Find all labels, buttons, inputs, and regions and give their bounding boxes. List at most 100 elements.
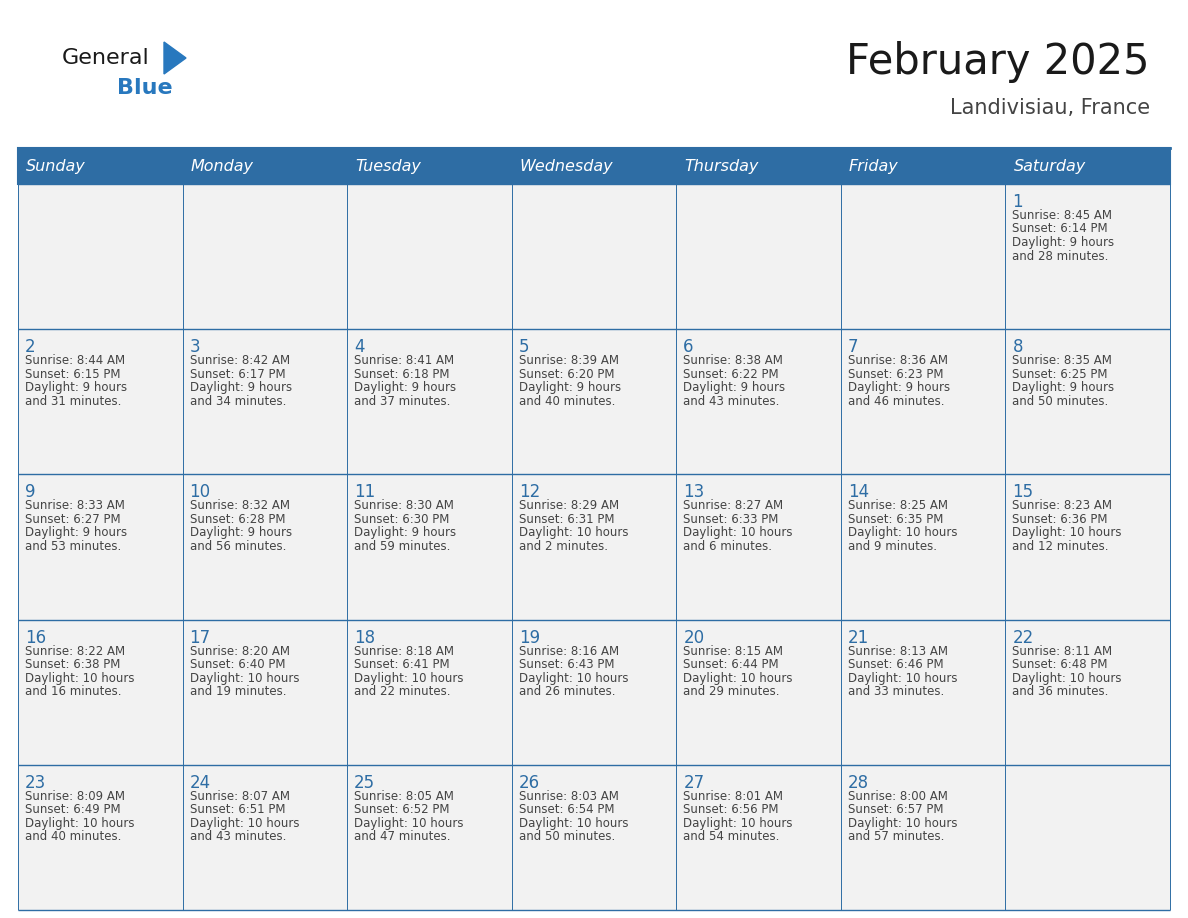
- Bar: [183, 184, 347, 330]
- Text: Thursday: Thursday: [684, 159, 759, 174]
- Text: 22: 22: [1012, 629, 1034, 646]
- Text: 6: 6: [683, 338, 694, 356]
- Text: 11: 11: [354, 484, 375, 501]
- Text: Sunrise: 8:30 AM: Sunrise: 8:30 AM: [354, 499, 454, 512]
- Text: Daylight: 10 hours: Daylight: 10 hours: [519, 526, 628, 540]
- Text: Sunrise: 8:15 AM: Sunrise: 8:15 AM: [683, 644, 783, 657]
- Text: Sunset: 6:20 PM: Sunset: 6:20 PM: [519, 368, 614, 381]
- Text: and 34 minutes.: and 34 minutes.: [190, 395, 286, 408]
- Text: Daylight: 9 hours: Daylight: 9 hours: [1012, 236, 1114, 249]
- Text: 7: 7: [848, 338, 859, 356]
- Text: Sunset: 6:35 PM: Sunset: 6:35 PM: [848, 513, 943, 526]
- Text: and 28 minutes.: and 28 minutes.: [1012, 250, 1108, 263]
- Bar: [18, 330, 183, 475]
- Text: Sunset: 6:28 PM: Sunset: 6:28 PM: [190, 513, 285, 526]
- Text: Sunset: 6:44 PM: Sunset: 6:44 PM: [683, 658, 779, 671]
- Bar: [183, 330, 347, 475]
- Text: 1: 1: [1012, 193, 1023, 211]
- Text: Sunrise: 8:35 AM: Sunrise: 8:35 AM: [1012, 354, 1112, 367]
- Text: Sunset: 6:40 PM: Sunset: 6:40 PM: [190, 658, 285, 671]
- Text: and 6 minutes.: and 6 minutes.: [683, 540, 772, 553]
- Bar: [676, 148, 841, 184]
- Text: Daylight: 10 hours: Daylight: 10 hours: [1012, 672, 1121, 685]
- Text: and 46 minutes.: and 46 minutes.: [848, 395, 944, 408]
- Text: Sunset: 6:43 PM: Sunset: 6:43 PM: [519, 658, 614, 671]
- Text: Sunrise: 8:33 AM: Sunrise: 8:33 AM: [25, 499, 125, 512]
- Text: Daylight: 10 hours: Daylight: 10 hours: [519, 672, 628, 685]
- Text: Sunrise: 8:32 AM: Sunrise: 8:32 AM: [190, 499, 290, 512]
- Text: 9: 9: [25, 484, 36, 501]
- Text: 12: 12: [519, 484, 541, 501]
- Bar: [18, 475, 183, 620]
- Text: Friday: Friday: [849, 159, 898, 174]
- Text: Sunset: 6:17 PM: Sunset: 6:17 PM: [190, 368, 285, 381]
- Text: and 33 minutes.: and 33 minutes.: [848, 685, 944, 698]
- Text: Sunrise: 8:27 AM: Sunrise: 8:27 AM: [683, 499, 783, 512]
- Bar: [1005, 148, 1170, 184]
- Text: Sunrise: 8:05 AM: Sunrise: 8:05 AM: [354, 789, 454, 803]
- Text: Sunrise: 8:16 AM: Sunrise: 8:16 AM: [519, 644, 619, 657]
- Text: and 43 minutes.: and 43 minutes.: [190, 830, 286, 844]
- Bar: [676, 620, 841, 765]
- Text: and 54 minutes.: and 54 minutes.: [683, 830, 779, 844]
- Text: Sunset: 6:56 PM: Sunset: 6:56 PM: [683, 803, 779, 816]
- Text: Sunrise: 8:29 AM: Sunrise: 8:29 AM: [519, 499, 619, 512]
- Bar: [841, 330, 1005, 475]
- Text: General: General: [62, 48, 150, 68]
- Text: and 22 minutes.: and 22 minutes.: [354, 685, 450, 698]
- Text: 13: 13: [683, 484, 704, 501]
- Text: Sunset: 6:18 PM: Sunset: 6:18 PM: [354, 368, 449, 381]
- Text: Sunset: 6:49 PM: Sunset: 6:49 PM: [25, 803, 121, 816]
- Text: and 59 minutes.: and 59 minutes.: [354, 540, 450, 553]
- Text: Daylight: 10 hours: Daylight: 10 hours: [190, 672, 299, 685]
- Text: Sunset: 6:31 PM: Sunset: 6:31 PM: [519, 513, 614, 526]
- Bar: [512, 765, 676, 910]
- Text: Daylight: 9 hours: Daylight: 9 hours: [519, 381, 621, 394]
- Text: Sunset: 6:14 PM: Sunset: 6:14 PM: [1012, 222, 1108, 236]
- Bar: [347, 475, 512, 620]
- Bar: [841, 765, 1005, 910]
- Bar: [676, 330, 841, 475]
- Bar: [1005, 475, 1170, 620]
- Text: Saturday: Saturday: [1013, 159, 1086, 174]
- Bar: [347, 765, 512, 910]
- Bar: [18, 148, 183, 184]
- Text: and 40 minutes.: and 40 minutes.: [519, 395, 615, 408]
- Bar: [183, 475, 347, 620]
- Text: and 47 minutes.: and 47 minutes.: [354, 830, 450, 844]
- Text: and 36 minutes.: and 36 minutes.: [1012, 685, 1108, 698]
- Text: Daylight: 10 hours: Daylight: 10 hours: [25, 672, 134, 685]
- Bar: [676, 475, 841, 620]
- Bar: [1005, 765, 1170, 910]
- Bar: [841, 148, 1005, 184]
- Text: 16: 16: [25, 629, 46, 646]
- Bar: [676, 184, 841, 330]
- Text: and 12 minutes.: and 12 minutes.: [1012, 540, 1108, 553]
- Text: Sunset: 6:54 PM: Sunset: 6:54 PM: [519, 803, 614, 816]
- Text: and 37 minutes.: and 37 minutes.: [354, 395, 450, 408]
- Text: Sunset: 6:22 PM: Sunset: 6:22 PM: [683, 368, 779, 381]
- Bar: [512, 148, 676, 184]
- Text: Sunrise: 8:18 AM: Sunrise: 8:18 AM: [354, 644, 454, 657]
- Text: 23: 23: [25, 774, 46, 792]
- Text: Sunset: 6:51 PM: Sunset: 6:51 PM: [190, 803, 285, 816]
- Text: Sunrise: 8:09 AM: Sunrise: 8:09 AM: [25, 789, 125, 803]
- Text: Daylight: 9 hours: Daylight: 9 hours: [683, 381, 785, 394]
- Text: and 50 minutes.: and 50 minutes.: [519, 830, 615, 844]
- Bar: [347, 330, 512, 475]
- Text: Sunset: 6:38 PM: Sunset: 6:38 PM: [25, 658, 120, 671]
- Text: Sunset: 6:23 PM: Sunset: 6:23 PM: [848, 368, 943, 381]
- Text: 14: 14: [848, 484, 868, 501]
- Text: 19: 19: [519, 629, 539, 646]
- Text: and 56 minutes.: and 56 minutes.: [190, 540, 286, 553]
- Bar: [18, 620, 183, 765]
- Bar: [18, 148, 1170, 184]
- Text: February 2025: February 2025: [847, 41, 1150, 83]
- Text: Sunrise: 8:41 AM: Sunrise: 8:41 AM: [354, 354, 454, 367]
- Text: Sunset: 6:48 PM: Sunset: 6:48 PM: [1012, 658, 1108, 671]
- Bar: [512, 184, 676, 330]
- Text: Daylight: 10 hours: Daylight: 10 hours: [848, 817, 958, 830]
- Bar: [347, 184, 512, 330]
- Text: Daylight: 10 hours: Daylight: 10 hours: [25, 817, 134, 830]
- Text: Sunrise: 8:00 AM: Sunrise: 8:00 AM: [848, 789, 948, 803]
